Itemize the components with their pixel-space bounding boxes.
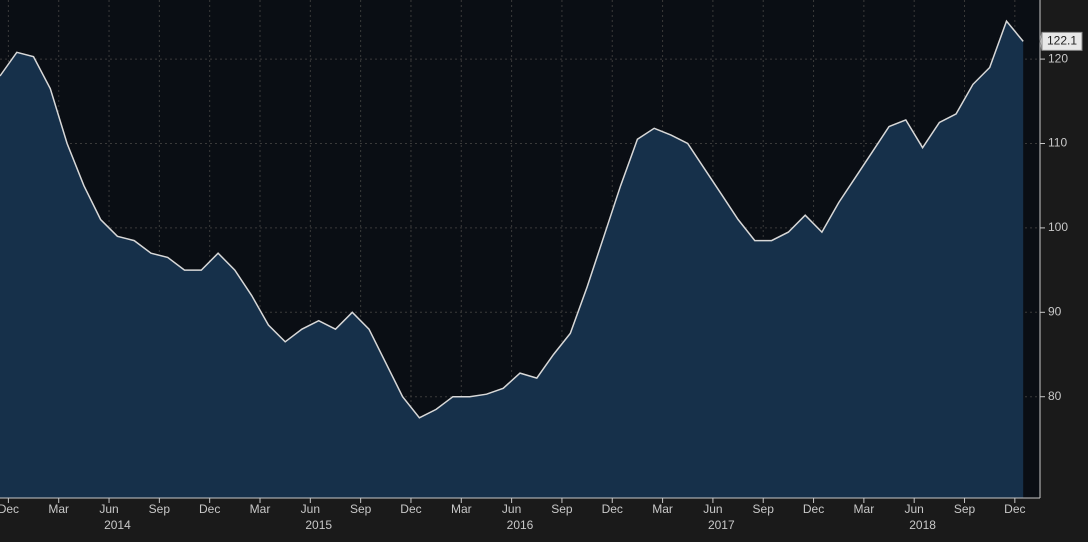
y-tick-label: 100 (1048, 220, 1068, 234)
x-tick-label: Sep (954, 502, 976, 516)
x-tick-label: Jun (905, 502, 924, 516)
x-year-label: 2015 (305, 518, 332, 532)
x-tick-label: Jun (301, 502, 320, 516)
x-tick-label: Dec (199, 502, 220, 516)
x-year-label: 2017 (708, 518, 735, 532)
time-series-chart: 80 90 100 110 120 Dec Mar Jun Sep Dec Mar Jun Sep Dec… (0, 0, 1088, 542)
y-tick-label: 120 (1048, 51, 1068, 65)
last-value-text: 122.1 (1047, 34, 1077, 48)
x-tick-label: Dec (1004, 502, 1025, 516)
x-tick-label: Dec (602, 502, 623, 516)
x-tick-label: Jun (502, 502, 521, 516)
y-tick-label: 80 (1048, 389, 1062, 403)
x-tick-label: Sep (149, 502, 171, 516)
x-tick-label: Dec (0, 502, 19, 516)
x-tick-label: Sep (350, 502, 372, 516)
x-tick-label: Mar (854, 502, 875, 516)
x-tick-label: Dec (400, 502, 421, 516)
x-tick-label: Mar (250, 502, 271, 516)
x-tick-label: Mar (451, 502, 472, 516)
x-year-label: 2018 (909, 518, 936, 532)
x-year-label: 2016 (507, 518, 534, 532)
x-tick-label: Sep (753, 502, 775, 516)
x-tick-label: Sep (551, 502, 573, 516)
x-year-label: 2014 (104, 518, 131, 532)
x-tick-label: Mar (48, 502, 69, 516)
x-tick-label: Dec (803, 502, 824, 516)
x-tick-label: Mar (652, 502, 673, 516)
y-tick-label: 90 (1048, 304, 1062, 318)
x-tick-label: Jun (99, 502, 118, 516)
x-tick-label: Jun (703, 502, 722, 516)
chart-svg: 80 90 100 110 120 Dec Mar Jun Sep Dec Mar Jun Sep Dec… (0, 0, 1088, 542)
y-tick-label: 110 (1048, 136, 1067, 150)
